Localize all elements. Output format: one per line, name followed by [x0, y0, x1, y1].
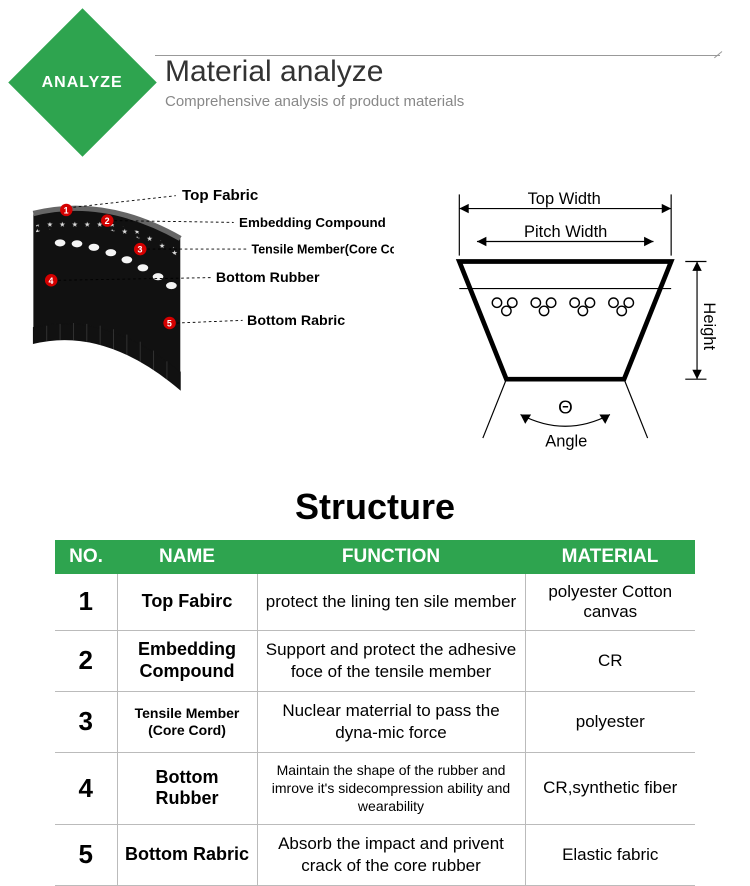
cell-no: 3: [55, 691, 117, 752]
cell-material: polyester: [525, 691, 695, 752]
structure-heading: Structure: [0, 486, 750, 528]
table-row: 1Top Fabircprotect the lining ten sile m…: [55, 574, 695, 631]
cell-material: CR: [525, 630, 695, 691]
label-angle-symbol: Θ: [558, 396, 573, 417]
cell-material: CR,synthetic fiber: [525, 753, 695, 825]
badge-label: ANALYZE: [42, 74, 123, 92]
col-no: NO.: [55, 540, 117, 574]
label-angle: Angle: [545, 432, 587, 450]
cell-material: Elastic fabric: [525, 824, 695, 885]
diagram-area: ★ 1 Top Fabr: [0, 155, 750, 476]
label-tensile: Tensile Member(Core Cord): [252, 243, 394, 257]
cell-no: 2: [55, 630, 117, 691]
cell-function: protect the lining ten sile member: [257, 574, 525, 631]
col-function: FUNCTION: [257, 540, 525, 574]
label-top-width: Top Width: [528, 190, 601, 208]
cell-function: Maintain the shape of the rubber and imr…: [257, 753, 525, 825]
label-bottom-rubber: Bottom Rubber: [216, 270, 320, 286]
svg-text:1: 1: [64, 205, 69, 215]
table-row: 5Bottom RabricAbsorb the impact and priv…: [55, 824, 695, 885]
label-top-fabric: Top Fabric: [182, 187, 258, 204]
cell-name: Bottom Rubber: [117, 753, 257, 825]
cell-function: Support and protect the adhesive foce of…: [257, 630, 525, 691]
label-height: Height: [700, 302, 718, 350]
svg-text:3: 3: [138, 245, 143, 255]
label-bottom-rabric: Bottom Rabric: [247, 313, 345, 329]
cell-function: Absorb the impact and privent crack of t…: [257, 824, 525, 885]
cross-section-diagram: Top Width Pitch Width Height Θ Angle: [424, 185, 730, 456]
analyze-badge: ANALYZE: [8, 8, 156, 156]
cell-no: 4: [55, 753, 117, 825]
cell-name: Top Fabirc: [117, 574, 257, 631]
label-embedding: Embedding Compound: [239, 215, 386, 230]
table-row: 2Embedding CompoundSupport and protect t…: [55, 630, 695, 691]
table-row: 4Bottom RubberMaintain the shape of the …: [55, 753, 695, 825]
cell-name: Bottom Rabric: [117, 824, 257, 885]
svg-text:5: 5: [167, 319, 172, 329]
cell-function: Nuclear materrial to pass the dyna-mic f…: [257, 691, 525, 752]
cell-no: 1: [55, 574, 117, 631]
table-row: 3Tensile Member (Core Cord)Nuclear mater…: [55, 691, 695, 752]
cell-no: 5: [55, 824, 117, 885]
structure-table: NO. NAME FUNCTION MATERIAL 1Top Fabircpr…: [55, 540, 695, 886]
page-subtitle: Comprehensive analysis of product materi…: [165, 93, 730, 110]
col-material: MATERIAL: [525, 540, 695, 574]
col-name: NAME: [117, 540, 257, 574]
belt-diagram: ★ 1 Top Fabr: [20, 185, 394, 408]
header: ANALYZE Material analyze Comprehensive a…: [0, 0, 750, 155]
header-divider: [155, 55, 720, 56]
cell-material: polyester Cotton canvas: [525, 574, 695, 631]
page-title: Material analyze: [165, 55, 730, 89]
cell-name: Embedding Compound: [117, 630, 257, 691]
cell-name: Tensile Member (Core Cord): [117, 691, 257, 752]
svg-text:2: 2: [105, 216, 110, 226]
svg-text:4: 4: [49, 276, 54, 286]
header-text: Material analyze Comprehensive analysis …: [165, 55, 730, 110]
label-pitch-width: Pitch Width: [524, 223, 607, 241]
table-header-row: NO. NAME FUNCTION MATERIAL: [55, 540, 695, 574]
